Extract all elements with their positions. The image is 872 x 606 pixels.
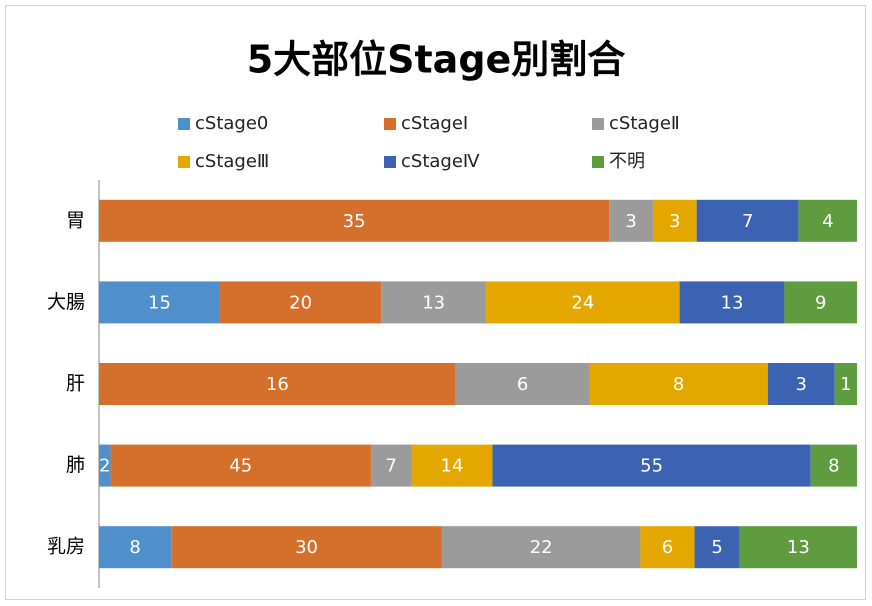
bar-segment (696, 199, 799, 242)
bar-segment (679, 281, 785, 324)
data-label: 20 (289, 292, 312, 313)
y-tick-label: 胃 (66, 209, 85, 231)
legend-label: cStageⅣ (401, 151, 480, 172)
legend-swatch (384, 156, 396, 168)
bar-segment (99, 199, 610, 242)
bar-segment (486, 281, 680, 324)
bar-segment (99, 444, 111, 487)
legend-label: cStage0 (195, 113, 268, 134)
data-label: 30 (295, 537, 318, 558)
legend-swatch (384, 118, 396, 130)
bar-segment (640, 526, 695, 569)
data-label: 5 (711, 537, 722, 558)
legend-swatch (178, 118, 190, 130)
y-tick-label: 大腸 (47, 291, 85, 313)
data-label: 3 (669, 211, 680, 232)
chart-title: 5大部位Stage別割合 (247, 38, 626, 82)
data-label: 6 (662, 537, 673, 558)
bar-segment (767, 363, 835, 405)
data-label: 8 (828, 456, 839, 477)
bar-segment (110, 444, 371, 487)
data-label: 16 (266, 374, 289, 395)
data-label: 3 (796, 374, 807, 395)
bar-segment (99, 363, 456, 405)
bar-segment (455, 363, 590, 405)
legend-label: cStageⅡ (609, 113, 680, 134)
data-label: 9 (815, 292, 826, 313)
data-label: 55 (640, 456, 663, 477)
bar-segment (798, 199, 857, 242)
bar-segment (99, 526, 172, 569)
y-tick-label: 乳房 (47, 536, 85, 558)
data-label: 8 (673, 374, 684, 395)
data-label: 7 (742, 211, 753, 232)
data-label: 6 (517, 374, 528, 395)
bar-segment (411, 444, 493, 487)
data-label: 35 (343, 211, 366, 232)
bar-segment (171, 526, 442, 569)
bar-segment (652, 199, 697, 242)
bar-segment (784, 281, 857, 324)
data-label: 45 (229, 456, 252, 477)
legend-swatch (592, 118, 604, 130)
data-label: 3 (625, 211, 636, 232)
bar-segment (739, 526, 857, 569)
bar-segment (492, 444, 811, 487)
bar-segment (370, 444, 412, 487)
bar-segment (219, 281, 382, 324)
legend-swatch (178, 156, 190, 168)
data-label: 13 (787, 537, 810, 558)
data-label: 1 (840, 374, 851, 395)
legend-label: cStageⅢ (195, 151, 269, 172)
y-tick-label: 肝 (66, 373, 85, 395)
data-label: 2 (99, 456, 110, 477)
data-label: 22 (530, 537, 553, 558)
legend-label: cStageⅠ (401, 113, 468, 134)
bar-segment (99, 281, 220, 324)
bar-segment (441, 526, 641, 569)
bar-segment (381, 281, 487, 324)
data-label: 8 (129, 537, 140, 558)
legend-label: 不明 (609, 151, 645, 172)
data-label: 4 (822, 211, 833, 232)
data-label: 15 (148, 292, 171, 313)
bar-segment (609, 199, 653, 242)
y-tick-label: 肺 (66, 454, 85, 476)
data-label: 24 (571, 292, 594, 313)
bar-segment (810, 444, 857, 487)
data-label: 13 (422, 292, 445, 313)
data-label: 13 (721, 292, 744, 313)
data-label: 7 (385, 456, 396, 477)
bar-segment (589, 363, 768, 405)
data-label: 14 (441, 456, 464, 477)
bar-segment (834, 363, 857, 405)
bar-segment (694, 526, 740, 569)
legend-swatch (592, 156, 604, 168)
